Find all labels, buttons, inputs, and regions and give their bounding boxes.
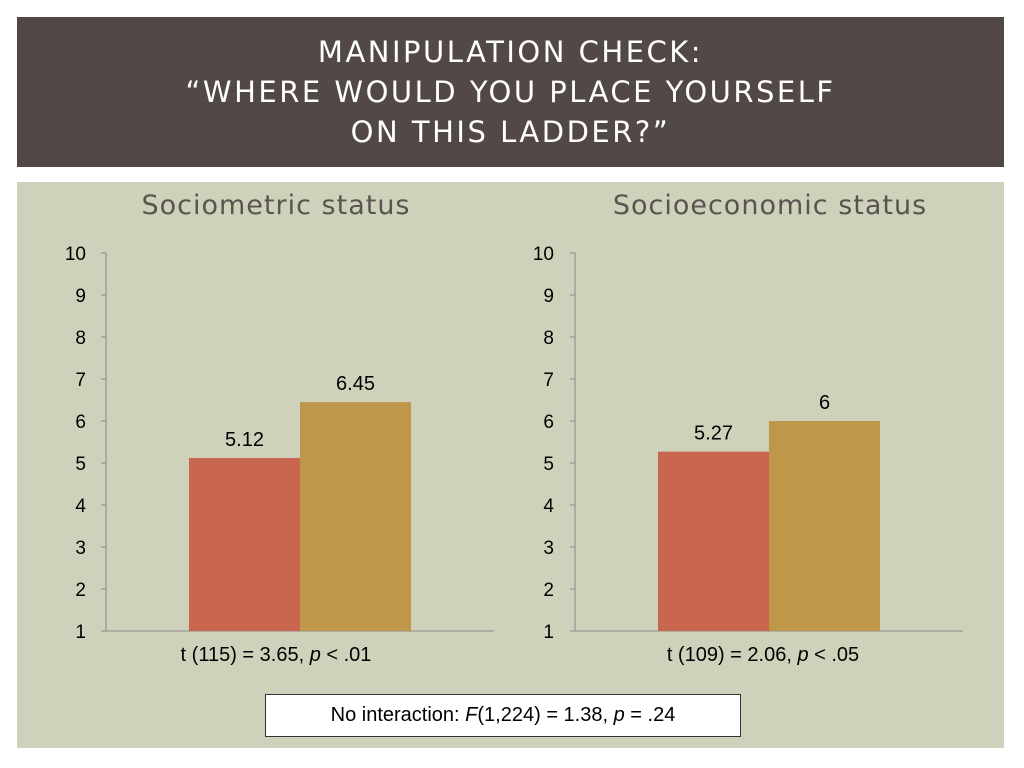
bars-socioeconomic: 5.27 6 [658,392,880,631]
data-label-2: 6 [819,392,830,414]
bar-2 [769,421,880,631]
chart-title-socioeconomic: Socioeconomic status [613,190,927,221]
bars-sociometric: 5.12 6.45 [189,373,411,631]
y-tick-label: 6 [75,412,86,433]
stat-p-symbol: p [796,644,808,666]
interaction-f-args: (1,224) = 1.38, [477,704,614,726]
data-label-2: 6.45 [336,373,375,395]
y-tick-label: 6 [543,412,554,433]
title-line-2: “Where would you place yourself [185,75,836,109]
y-tick-label: 9 [543,286,554,307]
y-tick-label: 8 [543,328,554,349]
stat-prefix: t (115) = 3.65, [181,644,310,666]
stat-suffix: < .01 [321,644,372,666]
chart-socioeconomic: Socioeconomic status 1 2 3 4 5 6 7 8 9 10 5.27 6 t… [533,190,963,666]
bar-2 [300,402,411,631]
y-tick-label: 3 [543,538,554,559]
bar-1 [189,457,300,631]
data-label-1: 5.12 [225,429,264,451]
y-tick-label: 3 [75,538,86,559]
chart-title-sociometric: Sociometric status [141,190,410,221]
y-tick-label: 10 [533,244,554,265]
stat-label-socioeconomic: t (109) = 2.06, p < .05 [667,644,859,666]
stat-label-sociometric: t (115) = 3.65, p < .01 [181,644,372,666]
stat-p-symbol: p [309,644,321,666]
y-tick-label: 10 [65,244,86,265]
y-tick-label: 4 [75,496,86,517]
y-tick-label: 9 [75,286,86,307]
y-tick-label: 7 [75,370,86,391]
title-line-1: Manipulation check: [317,35,704,69]
y-tick-label: 8 [75,328,86,349]
interaction-f-symbol: F [465,704,478,726]
y-axis-socioeconomic: 1 2 3 4 5 6 7 8 9 10 [533,244,963,643]
y-tick-label: 2 [543,580,554,601]
y-tick-label: 2 [75,580,86,601]
y-tick-label: 5 [75,454,86,475]
interaction-prefix: No interaction: [330,704,466,726]
title-band: Manipulation check: “Where would you pla… [17,17,1004,167]
y-tick-label: 1 [75,622,86,643]
title-line-3: on this ladder?” [350,115,671,149]
y-tick-label: 4 [543,496,554,517]
bar-1 [658,451,769,631]
interaction-p-value: = .24 [624,704,676,726]
interaction-p-symbol: p [613,704,625,726]
data-label-1: 5.27 [694,423,733,445]
y-tick-label: 5 [543,454,554,475]
y-tick-label: 7 [543,370,554,391]
interaction-box: No interaction: F (1,224) = 1.38, p = .24 [265,694,741,737]
stat-suffix: < .05 [809,644,860,666]
stat-prefix: t (109) = 2.06, [667,644,798,666]
y-tick-label: 1 [543,622,554,643]
